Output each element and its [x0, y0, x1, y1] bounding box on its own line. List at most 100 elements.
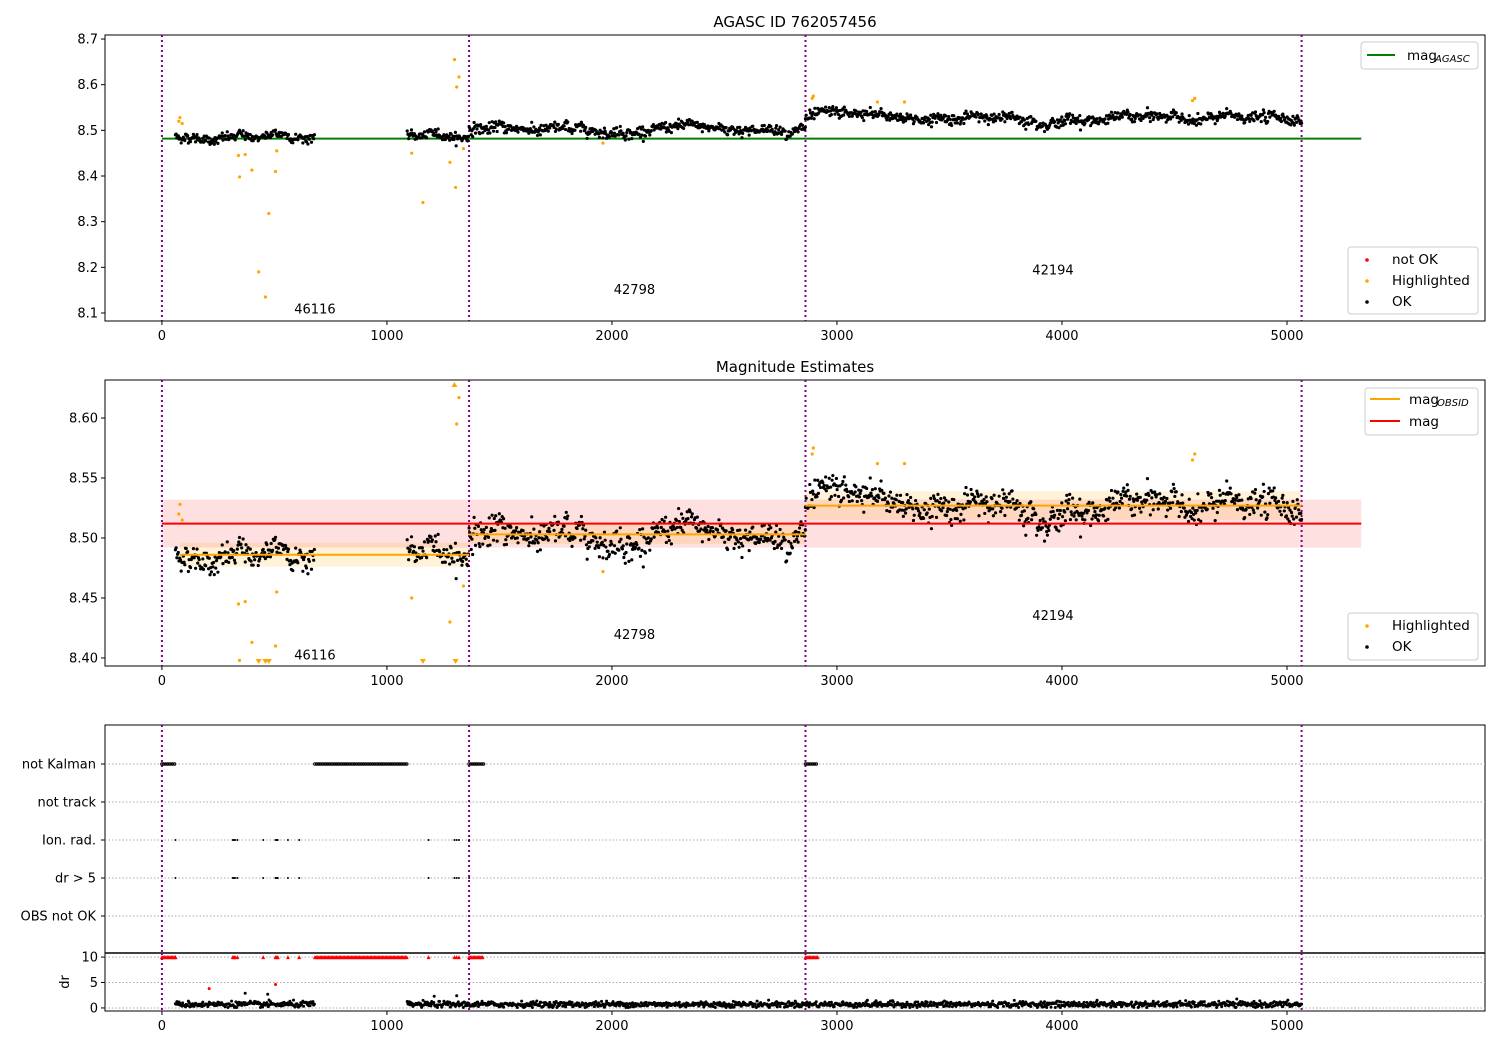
ok-point [944, 114, 948, 118]
dr-point [1252, 999, 1256, 1003]
ok-point [1042, 539, 1047, 543]
ok-point [1153, 490, 1157, 494]
ytick-label: 8.40 [69, 651, 98, 666]
ok-point [1229, 492, 1233, 496]
ok-point [1101, 514, 1106, 518]
ok-point [1047, 528, 1051, 533]
ok-point [539, 123, 543, 127]
ok-point [473, 543, 478, 547]
ok-point [649, 537, 653, 541]
ok-point [886, 115, 890, 119]
ok-point [925, 511, 929, 515]
ok-point [782, 535, 786, 539]
ok-point [749, 537, 753, 541]
ok-point [955, 517, 959, 521]
flag-point [453, 839, 456, 841]
not-kalman-point [336, 762, 341, 766]
ok-point [442, 548, 446, 552]
ok-point [941, 506, 945, 510]
flag-label: not Kalman [22, 758, 96, 773]
ok-point [289, 558, 293, 563]
dr-point [1085, 1000, 1089, 1004]
ok-point [602, 543, 606, 548]
ok-point [1042, 129, 1047, 134]
ok-point [1132, 120, 1137, 124]
ok-point [1290, 514, 1294, 518]
ok-point [584, 543, 589, 547]
obsid-label: 42798 [614, 628, 655, 643]
ok-point [991, 514, 995, 518]
ok-point [283, 543, 288, 548]
ok-point [490, 513, 494, 517]
ok-point [1004, 495, 1008, 499]
legend-agasc-label: mag [1407, 48, 1437, 64]
ok-point [291, 568, 295, 573]
ok-point [1085, 511, 1089, 515]
ok-point [494, 514, 498, 518]
ok-point [1048, 517, 1052, 521]
ytick-label: 8.55 [69, 472, 98, 487]
ok-point [633, 545, 637, 550]
dr-point [751, 1005, 755, 1009]
ok-point [1212, 500, 1216, 504]
ok-point [1261, 482, 1266, 486]
obsid-label: 46116 [294, 302, 335, 317]
ok-point [212, 573, 216, 577]
ok-point [1041, 517, 1045, 521]
ok-point [1065, 507, 1070, 511]
ok-point [707, 537, 711, 542]
ok-point [1291, 114, 1295, 118]
ok-point [969, 487, 973, 492]
ok-point [1117, 117, 1122, 121]
ok-point [301, 141, 305, 145]
plots: 8.18.28.38.48.58.68.70 1000 2000 3000 4000 50… [21, 33, 1486, 1034]
ok-point [610, 131, 614, 135]
dr-point [554, 1000, 558, 1004]
ytick-label: 8.6 [77, 78, 98, 93]
ok-point [504, 542, 509, 547]
ok-point [955, 508, 959, 513]
dr-point [1108, 1001, 1112, 1005]
ok-point [1055, 508, 1060, 512]
ok-point [1262, 111, 1266, 115]
ok-point [888, 509, 892, 514]
dr-point [461, 1005, 465, 1009]
highlighted-point [180, 518, 184, 522]
dr-point [1187, 1000, 1191, 1004]
ok-point [1288, 508, 1292, 512]
ok-point [604, 545, 608, 549]
not-kalman-point [165, 762, 170, 766]
highlighted-point [448, 620, 452, 624]
ok-point [193, 140, 198, 144]
ok-point [1010, 489, 1014, 493]
ok-point [686, 517, 690, 521]
ok-point [183, 563, 187, 567]
ok-point [675, 525, 679, 530]
ok-point [982, 497, 986, 502]
ok-point [473, 131, 478, 135]
ok-point [587, 545, 591, 549]
ok-point [955, 121, 959, 125]
ok-point [1051, 509, 1055, 514]
ok-point [1295, 498, 1299, 502]
dr-point [807, 1005, 811, 1009]
ok-point [291, 141, 295, 145]
xtick-label: 4000 [1045, 674, 1078, 689]
not-kalman-point [345, 762, 350, 766]
ok-point [502, 517, 506, 521]
ok-point [192, 556, 196, 560]
dr-point [915, 1005, 919, 1009]
ok-point [1108, 499, 1112, 503]
ok-point [553, 514, 557, 518]
ok-point [777, 128, 781, 132]
ok-point [1138, 495, 1142, 499]
ok-point [1126, 488, 1130, 492]
ok-point [1106, 121, 1110, 125]
ok-point [847, 499, 851, 504]
ok-point [1235, 508, 1240, 512]
not-kalman-point [316, 762, 321, 766]
ok-point [894, 498, 898, 502]
ok-point [778, 125, 782, 129]
ok-point [1259, 120, 1263, 124]
ok-point [1034, 533, 1039, 537]
